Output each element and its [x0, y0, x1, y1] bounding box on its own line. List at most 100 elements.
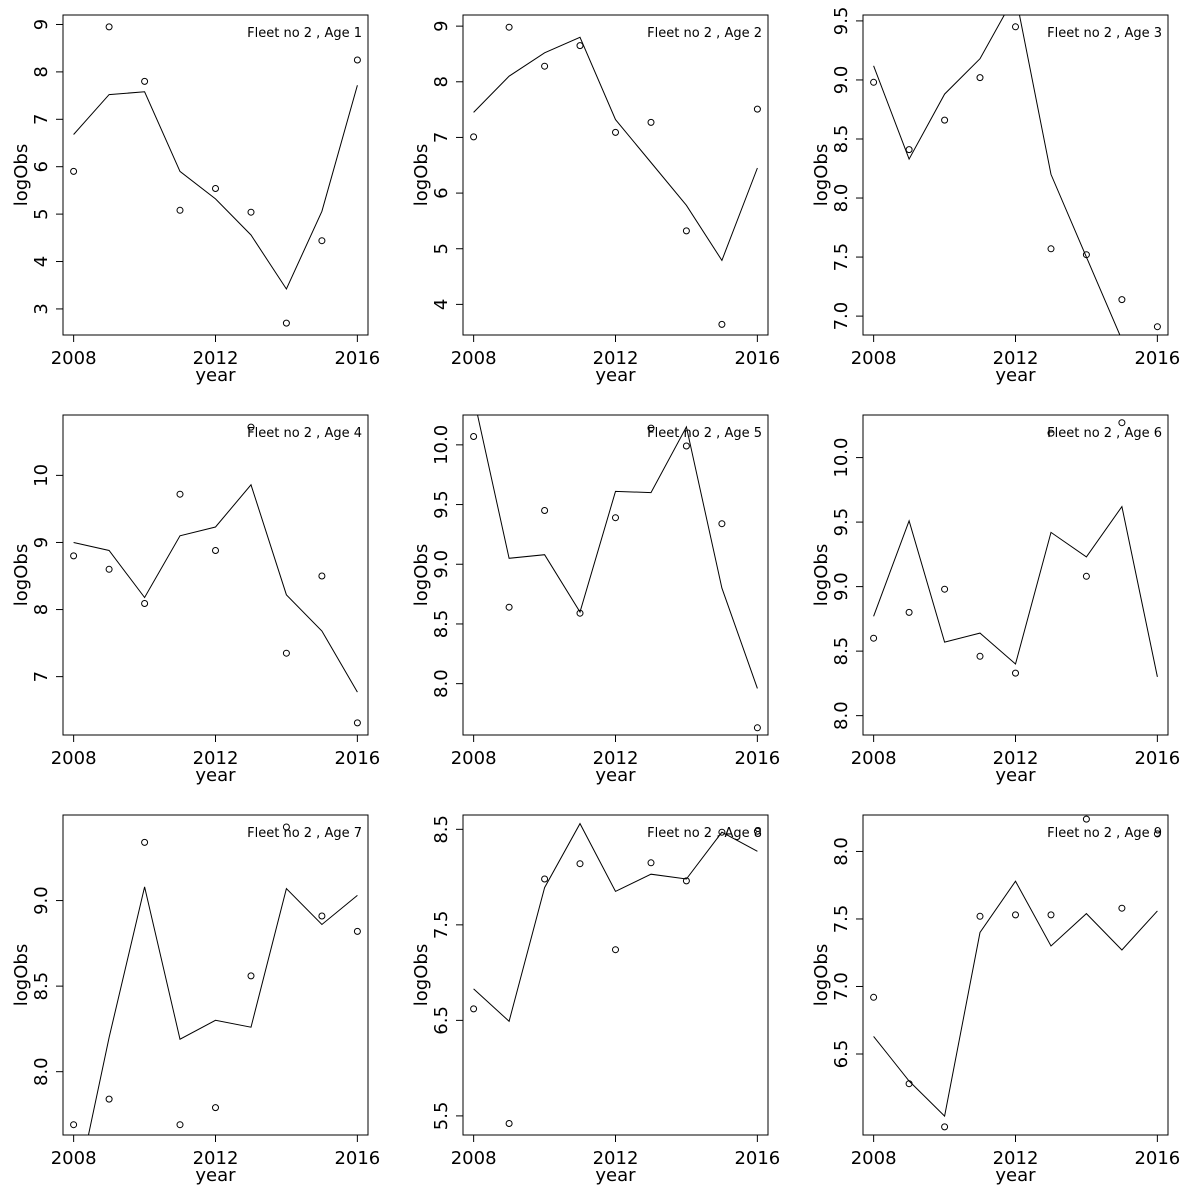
y-tick-label: 8.0 — [831, 184, 852, 213]
x-axis-label: year — [595, 1165, 636, 1186]
obs-point — [612, 946, 619, 954]
y-tick-label: 7 — [31, 671, 52, 682]
fit-line — [873, 880, 1158, 1118]
obs-point — [282, 823, 290, 831]
obs-point — [70, 1121, 78, 1129]
y-axis-label: logObs — [811, 144, 832, 206]
plot-frame — [62, 14, 369, 336]
y-tick-label: 5 — [431, 243, 452, 254]
obs-point — [976, 912, 984, 920]
obs-point — [941, 116, 949, 124]
obs-point — [176, 490, 184, 498]
y-tick-label: 4 — [431, 299, 452, 310]
x-tick-label: 2008 — [51, 748, 97, 769]
obs-point — [753, 105, 761, 113]
y-tick-label: 9.0 — [831, 572, 852, 601]
y-tick-label: 9.5 — [431, 490, 452, 519]
y-tick-label: 7.5 — [831, 905, 852, 934]
obs-point — [905, 146, 913, 154]
fit-line — [873, 505, 1158, 678]
x-tick-label: 2012 — [993, 348, 1039, 369]
obs-point — [176, 1121, 184, 1129]
x-tick-label: 2016 — [734, 348, 780, 369]
y-tick-label: 8.5 — [431, 815, 452, 844]
y-tick-label: 9.0 — [431, 550, 452, 579]
plot-frame — [462, 414, 769, 736]
y-tick-label: 6 — [31, 161, 52, 172]
obs-point — [70, 552, 78, 560]
obs-point — [212, 547, 219, 554]
panel-title: Fleet no 2 , Age 5 — [647, 426, 762, 441]
y-tick-label: 9 — [31, 19, 52, 30]
fit-line — [73, 85, 358, 291]
x-tick-label: 2008 — [451, 348, 497, 369]
y-tick-label: 7.5 — [831, 243, 852, 272]
panel-8: 2008 2012 2016 5.5 6.5 7.5 8.5 year logObs Fleet … — [411, 814, 780, 1186]
panel-7: 2008 2012 2016 8.0 8.5 9.0 year logObs Fleet no … — [11, 814, 380, 1186]
obs-point — [941, 1123, 949, 1131]
obs-point — [505, 1120, 513, 1127]
x-tick-label: 2016 — [334, 1148, 380, 1169]
obs-point — [718, 828, 726, 836]
y-tick-label: 7.0 — [831, 302, 852, 331]
panel-title: Fleet no 2 , Age 7 — [247, 826, 362, 841]
x-tick-label: 2016 — [734, 748, 780, 769]
obs-point — [105, 565, 113, 573]
obs-point — [612, 514, 619, 522]
y-axis-label: logObs — [11, 944, 32, 1006]
x-axis-label: year — [995, 365, 1036, 386]
plot-frame — [62, 414, 369, 736]
x-axis-label: year — [195, 765, 236, 786]
y-tick-label: 8.5 — [831, 637, 852, 666]
y-tick-label: 8.0 — [831, 837, 852, 866]
y-tick-label: 8 — [31, 66, 52, 77]
obs-point — [976, 74, 984, 82]
panel-5: 2008 2012 2016 8.0 8.5 9.0 9.5 10.0 year logObs Fl… — [411, 414, 780, 786]
panel-2: 2008 2012 2016 4 5 6 7 8 9 year logObs Fleet no 2 ,… — [411, 14, 780, 386]
obs-point — [905, 608, 913, 616]
y-tick-label: 6 — [431, 187, 452, 198]
y-tick-label: 8.0 — [431, 669, 452, 698]
obs-point — [753, 724, 761, 732]
fit-line — [473, 36, 758, 262]
obs-point — [1153, 830, 1161, 838]
obs-point — [1012, 669, 1019, 677]
y-tick-label: 8.0 — [31, 1057, 52, 1086]
x-tick-label: 2012 — [593, 748, 639, 769]
obs-point — [470, 1005, 478, 1013]
y-axis-label: logObs — [811, 544, 832, 606]
data-layer — [470, 822, 761, 1127]
fit-line — [473, 822, 758, 1023]
y-tick-label: 10.0 — [831, 438, 852, 478]
obs-point — [718, 320, 726, 328]
panel-9: 2008 2012 2016 6.5 7.0 7.5 8.0 year logObs Fleet … — [811, 814, 1180, 1186]
x-axis-label: year — [195, 365, 236, 386]
panel-6: 2008 2012 2016 8.0 8.5 9.0 9.5 10.0 year logObs Fl… — [811, 414, 1180, 786]
data-layer — [70, 423, 361, 727]
x-tick-label: 2008 — [851, 748, 897, 769]
obs-point — [105, 23, 113, 31]
obs-point — [282, 319, 290, 327]
x-tick-label: 2012 — [993, 1148, 1039, 1169]
obs-point — [1118, 904, 1126, 912]
data-layer — [870, 419, 1158, 678]
obs-point — [141, 600, 149, 607]
x-tick-label: 2016 — [734, 1148, 780, 1169]
obs-point — [753, 827, 761, 835]
obs-point — [353, 927, 361, 935]
fit-line — [87, 886, 358, 1135]
x-tick-label: 2012 — [193, 348, 239, 369]
plot-frame — [462, 814, 769, 1136]
data-layer — [70, 23, 361, 327]
x-tick-label: 2008 — [851, 348, 897, 369]
y-tick-label: 7 — [431, 132, 452, 143]
fit-line — [477, 415, 758, 689]
obs-point — [541, 62, 549, 70]
obs-point — [870, 78, 878, 86]
panel-title: Fleet no 2 , Age 3 — [1047, 26, 1162, 41]
x-tick-label: 2016 — [1134, 1148, 1180, 1169]
obs-point — [1047, 911, 1055, 919]
obs-point — [941, 585, 949, 593]
y-tick-label: 7 — [31, 114, 52, 125]
